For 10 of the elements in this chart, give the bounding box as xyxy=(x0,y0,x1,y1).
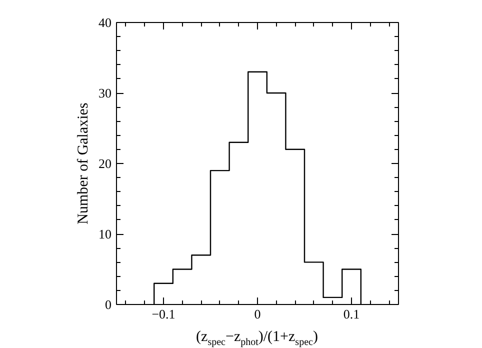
y-axis-title: Number of Galaxies xyxy=(76,102,92,224)
y-tick-label: 20 xyxy=(98,156,112,171)
y-tick-label: 10 xyxy=(98,226,112,242)
y-tick-label: 0 xyxy=(105,297,112,312)
x-tick-label: 0 xyxy=(254,306,261,322)
x-axis-title: (z$_{spec}$−z$_{phot}$)/(1+z$_{spec}$) xyxy=(196,328,318,348)
y-tick-label: 30 xyxy=(98,86,112,100)
y-tick-label: 40 xyxy=(98,15,112,30)
x-tick-label: −0.1 xyxy=(152,306,176,322)
x-tick-label: 0.1 xyxy=(343,306,360,322)
